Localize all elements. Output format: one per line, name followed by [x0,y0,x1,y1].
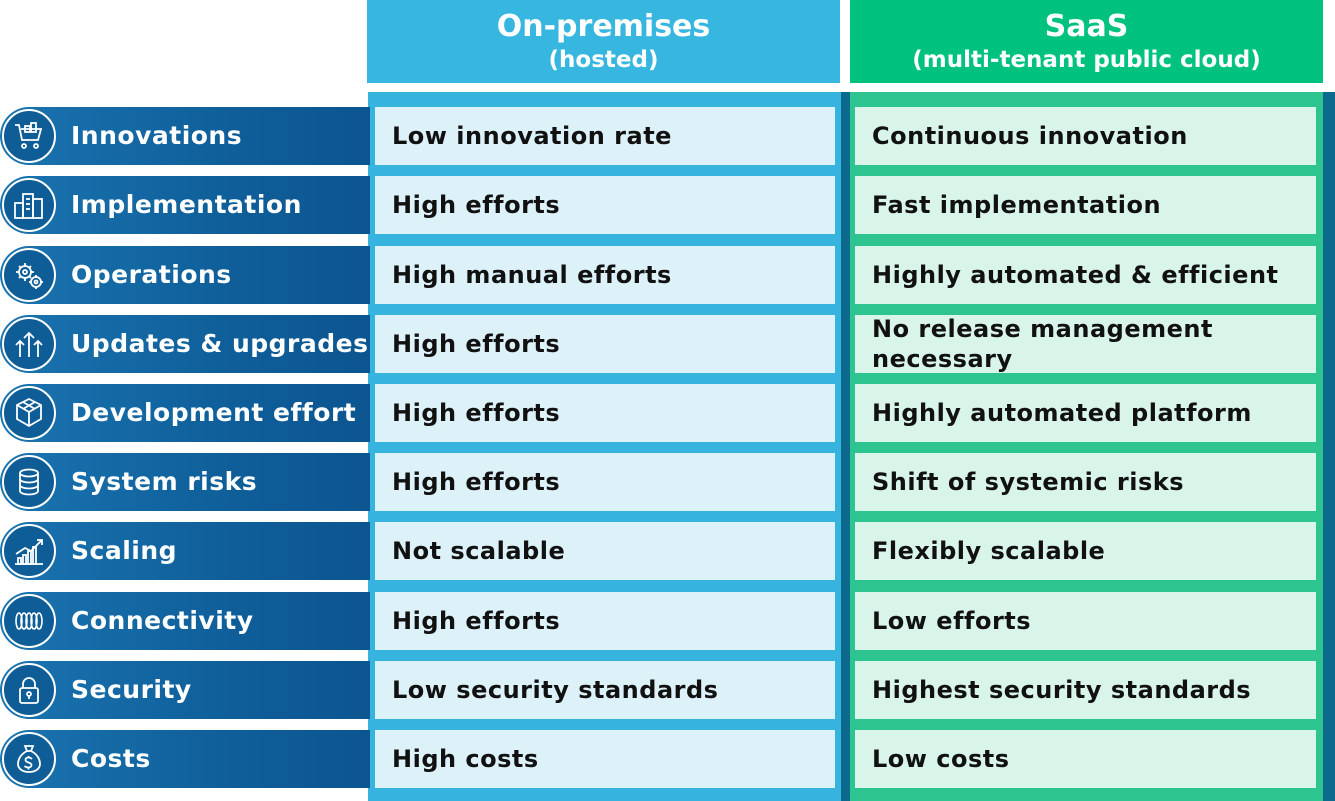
table-row: Costs High costs Low costs [0,730,1335,788]
row-label-bar: Operations [0,246,370,304]
table-row: Updates & upgrades High efforts No release… [0,315,1335,373]
row-label-innovations: Innovations [71,121,243,150]
row-label-bar: System risks [0,453,370,511]
saas-cell: Fast implementation [855,176,1316,234]
saas-cell: Highly automated & efficient [855,246,1316,304]
table-row: Security Low security standards Highest se… [0,661,1335,719]
onprem-cell: High efforts [375,315,835,373]
buildings-icon [2,178,56,232]
onprem-cell: High efforts [375,176,835,234]
onprem-cell: Low innovation rate [375,107,835,165]
row-label-bar: Development effort [0,384,370,442]
onprem-cell: High manual efforts [375,246,835,304]
saas-cell: Flexibly scalable [855,522,1316,580]
cube-icon [2,386,56,440]
column-divider [841,92,850,801]
cart-icon [2,109,56,163]
row-label-system-risks: System risks [71,467,258,496]
table-row: Development effort High efforts Highly aut… [0,384,1335,442]
row-label-costs: Costs [71,744,151,773]
arrows-up-icon [2,317,56,371]
table-row: Connectivity High efforts Low efforts [0,592,1335,650]
money-bag-icon [2,732,56,786]
onprem-cell: Low security standards [375,661,835,719]
row-label-bar: Connectivity [0,592,370,650]
onprem-title: On-premises [496,9,711,44]
onprem-cell: High costs [375,730,835,788]
table-row: Scaling Not scalable Flexibly scalable [0,522,1335,580]
database-icon [2,455,56,509]
onprem-column-header: On-premises (hosted) [367,0,840,83]
table-row: Implementation High efforts Fast implement… [0,176,1335,234]
saas-cell: Highest security standards [855,661,1316,719]
row-label-operations: Operations [71,260,232,289]
coil-icon [2,594,56,648]
gears-icon [2,248,56,302]
saas-cell: Highly automated platform [855,384,1316,442]
saas-cell: Low costs [855,730,1316,788]
saas-cell: No release management necessary [855,315,1316,373]
onprem-cell: High efforts [375,453,835,511]
onprem-cell: High efforts [375,384,835,442]
row-label-security: Security [71,675,192,704]
row-label-bar: Updates & upgrades [0,315,370,373]
saas-title: SaaS [1044,9,1129,44]
saas-cell: Low efforts [855,592,1316,650]
row-label-connectivity: Connectivity [71,606,254,635]
right-edge-strip [1323,92,1335,801]
saas-column-header: SaaS (multi-tenant public cloud) [850,0,1323,83]
growth-chart-icon [2,524,56,578]
row-label-development-effort: Development effort [71,398,357,427]
table-row: System risks High efforts Shift of systemi… [0,453,1335,511]
lock-icon [2,663,56,717]
row-label-bar: Implementation [0,176,370,234]
row-label-bar: Costs [0,730,370,788]
saas-cell: Continuous innovation [855,107,1316,165]
row-label-updates-upgrades: Updates & upgrades [71,329,369,358]
saas-subtitle: (multi-tenant public cloud) [912,47,1261,73]
row-label-bar: Innovations [0,107,370,165]
onprem-cell: Not scalable [375,522,835,580]
onprem-cell: High efforts [375,592,835,650]
saas-cell: Shift of systemic risks [855,453,1316,511]
row-label-bar: Security [0,661,370,719]
row-label-scaling: Scaling [71,536,178,565]
table-row: Operations High manual efforts Highly auto… [0,246,1335,304]
row-label-implementation: Implementation [71,190,302,219]
table-row: Innovations Low innovation rate Continuous… [0,107,1335,165]
row-label-bar: Scaling [0,522,370,580]
onprem-subtitle: (hosted) [548,47,659,73]
